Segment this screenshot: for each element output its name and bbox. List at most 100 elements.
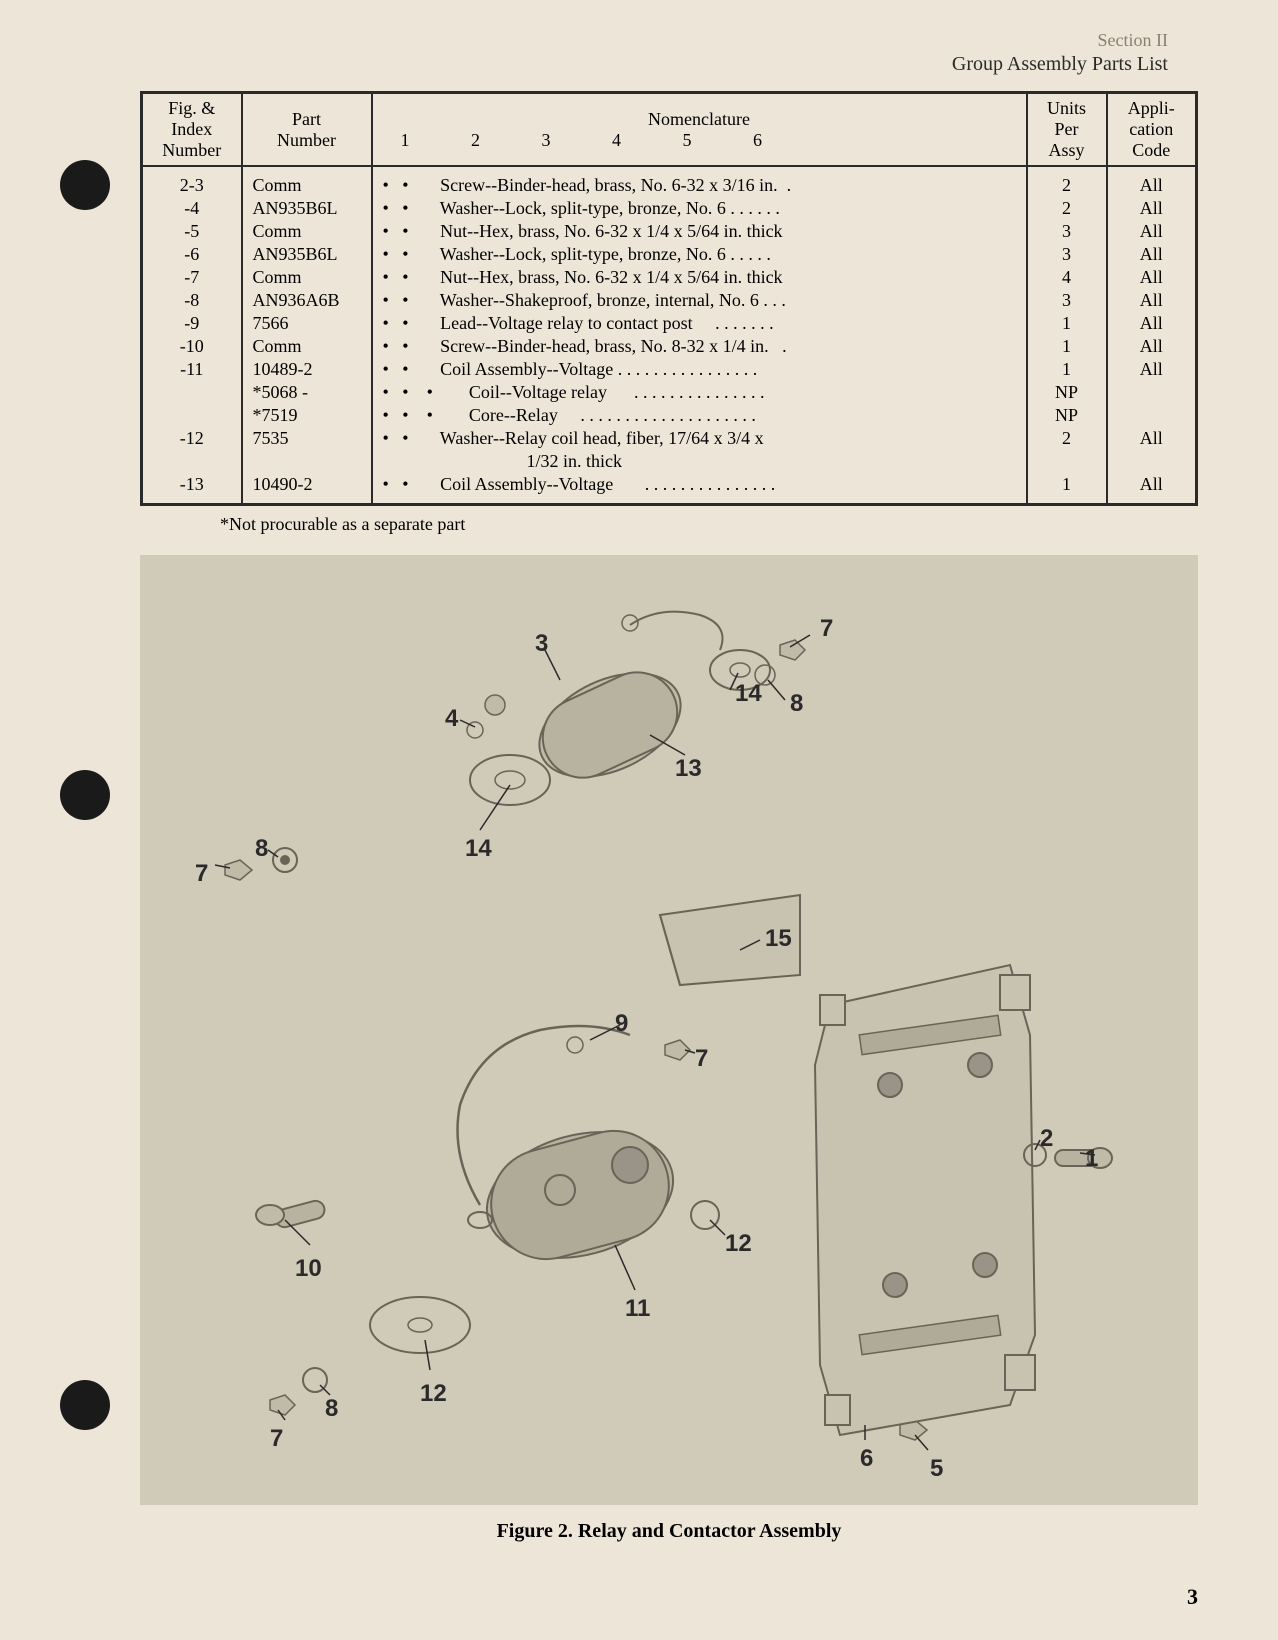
page-subtitle: Group Assembly Parts List xyxy=(140,53,1168,76)
cell-app: All xyxy=(1107,220,1197,243)
cell-units: 2 xyxy=(1027,427,1107,450)
cell-nomenclature: 1/32 in. thick xyxy=(372,450,1027,473)
table-row: -6AN935B6L• • Washer--Lock, split-type, … xyxy=(142,243,1197,266)
callout-number: 14 xyxy=(735,680,762,708)
cell-units: 4 xyxy=(1027,266,1107,289)
callout-number: 9 xyxy=(615,1010,628,1038)
cell-app: All xyxy=(1107,473,1197,505)
table-row: 1/32 in. thick xyxy=(142,450,1197,473)
callout-number: 7 xyxy=(695,1045,708,1073)
cell-part: 7566 xyxy=(242,312,372,335)
cell-nomenclature: • • • Core--Relay . . . . . . . . . . . … xyxy=(372,404,1027,427)
cell-units: 2 xyxy=(1027,197,1107,220)
callout-number: 6 xyxy=(860,1445,873,1473)
cell-index: -10 xyxy=(142,335,242,358)
punch-hole xyxy=(60,770,110,820)
cell-index xyxy=(142,450,242,473)
cell-part: AN935B6L xyxy=(242,197,372,220)
cell-part: *5068 - xyxy=(242,381,372,404)
cell-nomenclature: • • Coil Assembly--Voltage . . . . . . .… xyxy=(372,358,1027,381)
cell-app: All xyxy=(1107,289,1197,312)
cell-units: NP xyxy=(1027,404,1107,427)
callout-number: 14 xyxy=(465,835,492,863)
header-fig-index: Fig. & Index Number xyxy=(142,93,242,167)
cell-units: 1 xyxy=(1027,335,1107,358)
cell-part: AN936A6B xyxy=(242,289,372,312)
cell-nomenclature: • • Washer--Lock, split-type, bronze, No… xyxy=(372,197,1027,220)
table-row: -4AN935B6L• • Washer--Lock, split-type, … xyxy=(142,197,1197,220)
cell-app: All xyxy=(1107,166,1197,197)
assembly-diagram: 123456777788891011121213141415 xyxy=(140,555,1198,1505)
cell-units: NP xyxy=(1027,381,1107,404)
cell-part: AN935B6L xyxy=(242,243,372,266)
cell-part: Comm xyxy=(242,335,372,358)
cell-app xyxy=(1107,450,1197,473)
table-row: -7Comm• • Nut--Hex, brass, No. 6-32 x 1/… xyxy=(142,266,1197,289)
callout-number: 5 xyxy=(930,1455,943,1483)
callout-number: 13 xyxy=(675,755,702,783)
cell-index: -6 xyxy=(142,243,242,266)
cell-part: *7519 xyxy=(242,404,372,427)
callout-number: 8 xyxy=(325,1395,338,1423)
cell-index: -8 xyxy=(142,289,242,312)
cell-nomenclature: • • Washer--Lock, split-type, bronze, No… xyxy=(372,243,1027,266)
cell-app: All xyxy=(1107,266,1197,289)
callout-number: 8 xyxy=(255,835,268,863)
cell-part: 7535 xyxy=(242,427,372,450)
table-row: -5Comm• • Nut--Hex, brass, No. 6-32 x 1/… xyxy=(142,220,1197,243)
cell-nomenclature: • • Coil Assembly--Voltage . . . . . . .… xyxy=(372,473,1027,505)
table-row: -127535• • Washer--Relay coil head, fibe… xyxy=(142,427,1197,450)
cell-units: 2 xyxy=(1027,166,1107,197)
diagram-svg xyxy=(140,555,1198,1505)
callout-number: 3 xyxy=(535,630,548,658)
cell-nomenclature: • • Screw--Binder-head, brass, No. 6-32 … xyxy=(372,166,1027,197)
callout-number: 7 xyxy=(270,1425,283,1453)
punch-hole xyxy=(60,1380,110,1430)
header-nomenclature: Nomenclature 1 2 3 4 5 6 xyxy=(372,93,1027,167)
callout-number: 15 xyxy=(765,925,792,953)
cell-index xyxy=(142,381,242,404)
cell-index: -4 xyxy=(142,197,242,220)
callout-number: 7 xyxy=(195,860,208,888)
cell-units: 3 xyxy=(1027,289,1107,312)
cell-units: 3 xyxy=(1027,220,1107,243)
table-row: -8AN936A6B• • Washer--Shakeproof, bronze… xyxy=(142,289,1197,312)
cell-index: -12 xyxy=(142,427,242,450)
cell-index: -7 xyxy=(142,266,242,289)
cell-part: 10490-2 xyxy=(242,473,372,505)
callout-number: 4 xyxy=(445,705,458,733)
cell-index: -5 xyxy=(142,220,242,243)
cell-index: -11 xyxy=(142,358,242,381)
cell-app xyxy=(1107,404,1197,427)
punch-hole xyxy=(60,160,110,210)
cell-units: 1 xyxy=(1027,473,1107,505)
cell-units: 3 xyxy=(1027,243,1107,266)
cell-index: -13 xyxy=(142,473,242,505)
table-footnote: *Not procurable as a separate part xyxy=(220,514,1198,535)
cell-nomenclature: • • Nut--Hex, brass, No. 6-32 x 1/4 x 5/… xyxy=(372,220,1027,243)
cell-part: Comm xyxy=(242,266,372,289)
cell-app xyxy=(1107,381,1197,404)
figure-caption: Figure 2. Relay and Contactor Assembly xyxy=(140,1520,1198,1543)
page-number: 3 xyxy=(1187,1584,1198,1610)
parts-list-table: Fig. & Index Number Part Number Nomencla… xyxy=(140,91,1198,506)
section-label: Section II xyxy=(140,30,1168,51)
callout-number: 1 xyxy=(1085,1145,1098,1173)
cell-units: 1 xyxy=(1027,358,1107,381)
cell-part: Comm xyxy=(242,220,372,243)
cell-index xyxy=(142,404,242,427)
table-row: -1110489-2• • Coil Assembly--Voltage . .… xyxy=(142,358,1197,381)
table-row: -1310490-2• • Coil Assembly--Voltage . .… xyxy=(142,473,1197,505)
cell-part: Comm xyxy=(242,166,372,197)
table-row: *7519• • • Core--Relay . . . . . . . . .… xyxy=(142,404,1197,427)
table-row: *5068 -• • • Coil--Voltage relay . . . .… xyxy=(142,381,1197,404)
callout-number: 7 xyxy=(820,615,833,643)
cell-units: 1 xyxy=(1027,312,1107,335)
table-row: 2-3Comm• • Screw--Binder-head, brass, No… xyxy=(142,166,1197,197)
cell-part: 10489-2 xyxy=(242,358,372,381)
callout-number: 10 xyxy=(295,1255,322,1283)
header-app-code: Appli- cation Code xyxy=(1107,93,1197,167)
cell-app: All xyxy=(1107,197,1197,220)
cell-index: 2-3 xyxy=(142,166,242,197)
page-header: Section II Group Assembly Parts List xyxy=(140,30,1198,76)
